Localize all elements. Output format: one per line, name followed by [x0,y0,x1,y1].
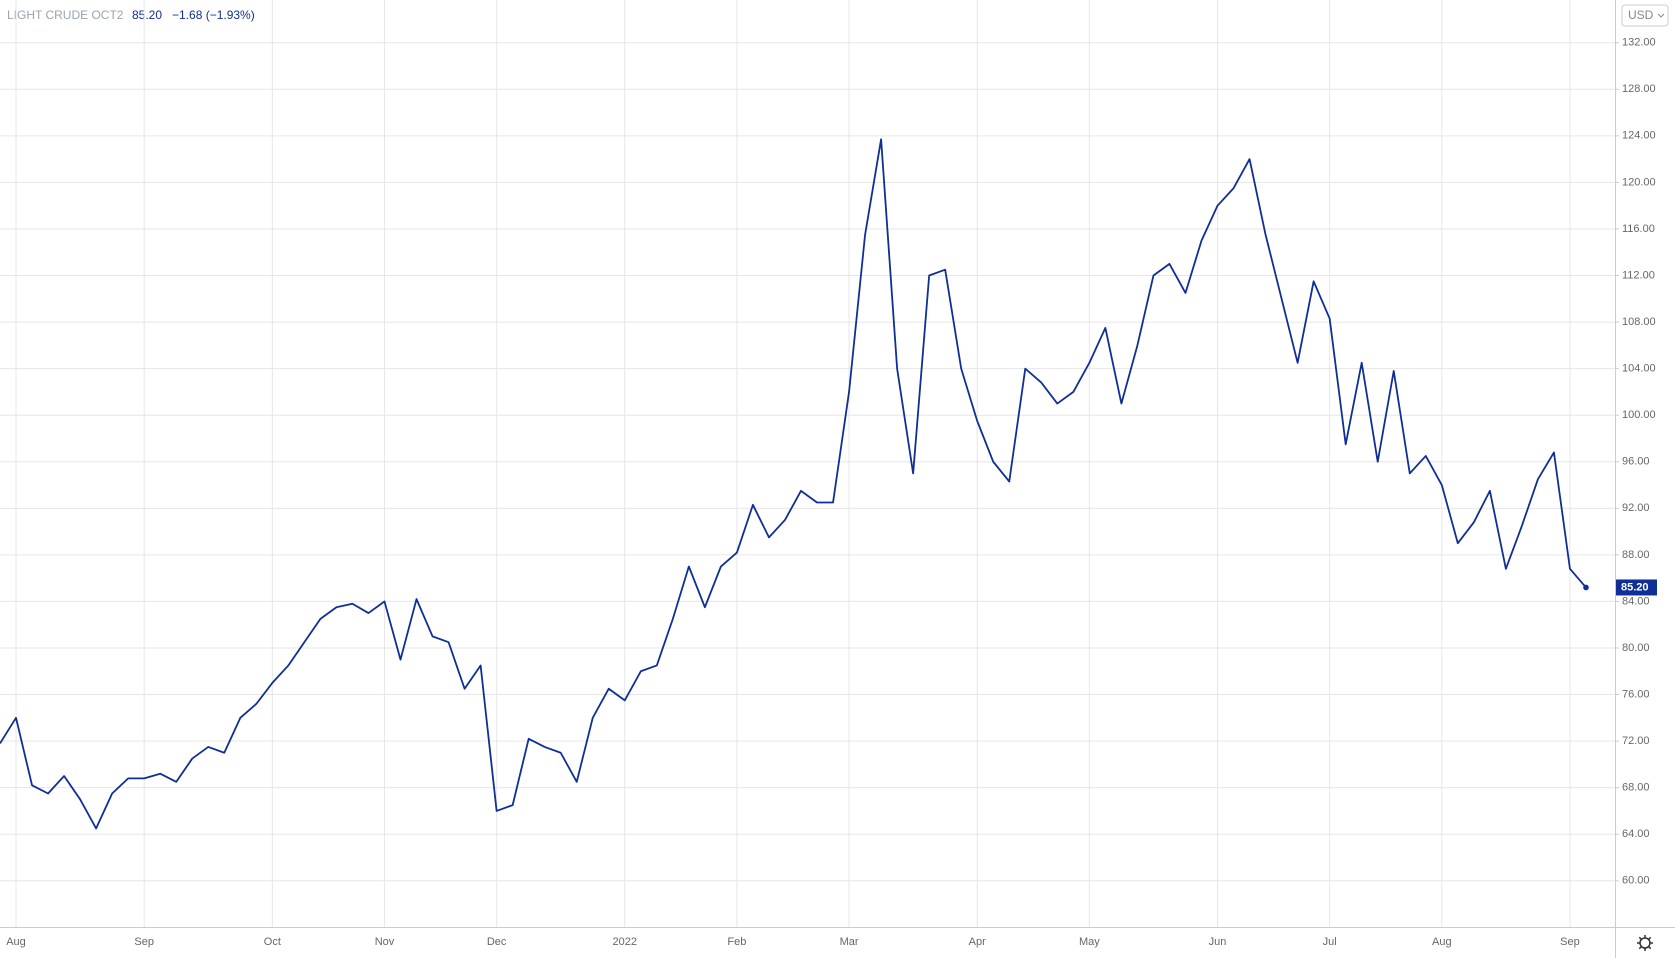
y-tick-label: 124.00 [1622,130,1656,142]
price-line [0,138,1587,830]
currency-button[interactable]: USD [1621,4,1669,27]
x-tick-label: Nov [375,936,395,948]
dropdown-arrow[interactable] [1657,13,1665,18]
y-tick-label: 72.00 [1622,735,1650,747]
x-tick-label: Aug [6,936,26,948]
y-tick-label: 64.00 [1622,828,1650,840]
y-tick-label: 104.00 [1622,363,1656,375]
x-tick-label: Apr [969,936,986,948]
y-tick-label: 60.00 [1622,875,1650,887]
x-tick-label: May [1079,936,1100,948]
y-tick-label: 112.00 [1622,269,1655,281]
y-tick-label: 116.00 [1622,223,1655,235]
y-tick-label: 132.00 [1622,37,1656,49]
y-tick-label: 84.00 [1622,595,1650,607]
x-tick-label: Feb [727,936,746,948]
settings-button[interactable] [1637,935,1653,951]
y-tick-label: 80.00 [1622,642,1650,654]
y-tick-label: 108.00 [1622,316,1656,328]
y-tick-label: 68.00 [1622,782,1650,794]
gear-teeth[interactable] [1637,935,1653,951]
x-tick-label: Sep [1560,936,1580,948]
last-price: 85.20 [132,8,162,22]
price-tag-label: 85.20 [1621,581,1649,593]
x-tick-label: Dec [487,936,507,948]
price-tag [1616,579,1657,596]
change: −1.68 (−1.93%) [172,8,255,22]
currency-label[interactable]: USD [1628,8,1654,22]
y-tick-label: 76.00 [1622,688,1650,700]
y-tick-label: 96.00 [1622,456,1650,468]
x-tick-label: Mar [840,936,859,948]
x-tick-label: Oct [264,936,281,948]
y-tick-label: 88.00 [1622,549,1650,561]
grid [0,0,1615,927]
symbol: LIGHT CRUDE OCT2 [7,8,124,22]
x-tick-label: 2022 [613,936,637,948]
x-tick-label: Aug [1432,936,1452,948]
x-tick-label: Jul [1323,936,1337,948]
x-tick-label: Sep [134,936,154,948]
last-point [1583,584,1589,591]
currency-box[interactable] [1621,4,1669,27]
x-tick-label: Jun [1209,936,1227,948]
y-tick-label: 120.00 [1622,176,1656,188]
y-tick-label: 128.00 [1622,83,1656,95]
y-tick-label: 92.00 [1622,502,1650,514]
y-tick-label: 100.00 [1622,409,1656,421]
